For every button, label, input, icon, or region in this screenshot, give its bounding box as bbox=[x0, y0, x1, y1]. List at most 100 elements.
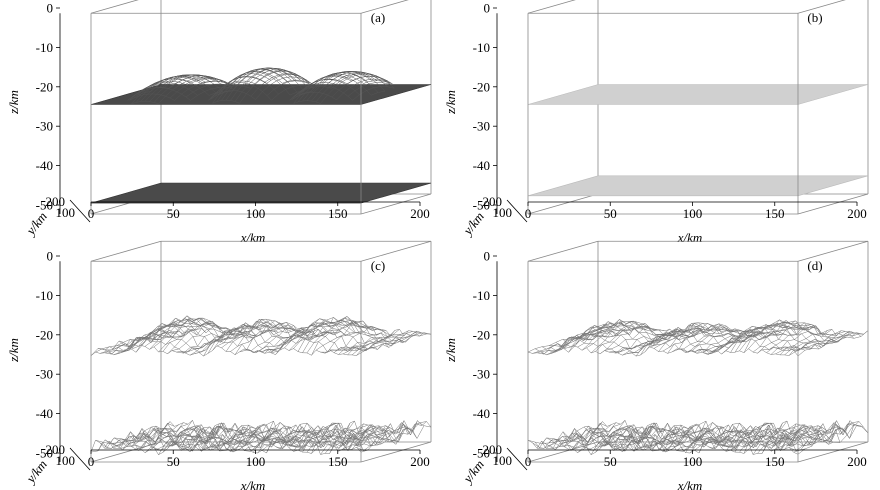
mesh-line bbox=[95, 331, 166, 353]
mesh-line bbox=[541, 424, 612, 446]
bounding-box-line bbox=[360, 240, 432, 262]
y-axis-line bbox=[69, 199, 91, 223]
mesh-line bbox=[113, 422, 184, 449]
x-tick-label: 100 bbox=[683, 454, 703, 469]
mesh-line bbox=[680, 329, 752, 353]
mesh-line bbox=[644, 427, 716, 452]
mesh-line bbox=[149, 317, 220, 350]
mesh-line bbox=[329, 329, 400, 351]
mesh-line bbox=[320, 73, 391, 104]
mesh-line bbox=[216, 68, 288, 102]
z-tick-label: -20 bbox=[36, 79, 53, 94]
z-tick-label: -30 bbox=[36, 367, 53, 382]
mesh-line bbox=[243, 327, 315, 352]
mesh-line bbox=[752, 325, 824, 353]
mesh-line bbox=[108, 330, 180, 352]
mesh-line bbox=[698, 332, 770, 353]
surface-1 bbox=[90, 67, 432, 105]
bounding-box-line bbox=[360, 193, 432, 215]
bounding-box-line bbox=[797, 441, 869, 463]
mesh-line bbox=[129, 80, 186, 101]
mesh-line bbox=[311, 321, 382, 356]
x-tick-label: 50 bbox=[604, 454, 617, 469]
mesh-line bbox=[784, 332, 855, 356]
mesh-line bbox=[176, 427, 247, 449]
mesh-line bbox=[766, 331, 837, 353]
z-tick-label: -30 bbox=[36, 119, 53, 134]
mesh-line bbox=[212, 427, 283, 452]
surface-1 bbox=[90, 315, 432, 357]
mesh-line bbox=[748, 322, 819, 349]
mesh-line bbox=[536, 422, 608, 449]
mesh-line bbox=[757, 427, 828, 454]
mesh-line bbox=[279, 322, 351, 351]
bounding-box-line bbox=[797, 0, 846, 14]
surface-1 bbox=[527, 84, 869, 105]
mesh-line bbox=[626, 330, 698, 354]
z-tick-label: -50 bbox=[36, 446, 53, 461]
mesh-line bbox=[131, 83, 175, 98]
x-tick-label: 150 bbox=[328, 454, 348, 469]
mesh-line bbox=[207, 322, 279, 354]
mesh-line bbox=[351, 423, 423, 450]
mesh-line bbox=[207, 431, 279, 449]
mesh-line bbox=[158, 422, 229, 455]
y-axis-label: y/km bbox=[22, 209, 50, 239]
z-tick-label: -10 bbox=[473, 288, 490, 303]
mesh-line bbox=[144, 315, 216, 347]
x-tick-label: 200 bbox=[847, 454, 867, 469]
mesh-line bbox=[626, 423, 698, 452]
x-tick-label: 50 bbox=[167, 206, 180, 221]
mesh-line bbox=[617, 424, 689, 452]
bounding-box-line bbox=[527, 441, 599, 463]
mesh-line bbox=[631, 329, 702, 353]
mesh-line bbox=[667, 430, 738, 445]
mesh-line bbox=[662, 429, 734, 452]
mesh-line bbox=[536, 332, 608, 355]
mesh-line bbox=[239, 70, 310, 104]
z-tick-label: -50 bbox=[36, 198, 53, 213]
mesh-line bbox=[95, 426, 166, 444]
mesh-line bbox=[581, 423, 653, 451]
mesh-line bbox=[604, 332, 675, 351]
mesh-line bbox=[185, 334, 256, 354]
mesh-line bbox=[189, 330, 261, 356]
z-tick-label: -20 bbox=[36, 327, 53, 342]
mesh-line bbox=[221, 319, 292, 349]
mesh-line bbox=[306, 320, 378, 354]
y-axis-label: y/km bbox=[22, 457, 50, 487]
mesh-line bbox=[356, 421, 427, 451]
mesh-line bbox=[581, 321, 653, 351]
mesh-line bbox=[131, 424, 202, 451]
mesh-line bbox=[297, 316, 369, 352]
mesh-line bbox=[234, 327, 306, 355]
mesh-line bbox=[527, 426, 599, 444]
mesh-line bbox=[185, 83, 229, 98]
mesh-line bbox=[793, 332, 864, 351]
mesh-line bbox=[90, 427, 162, 453]
mesh-line bbox=[284, 317, 355, 348]
mesh-line bbox=[257, 428, 328, 454]
mesh-line bbox=[194, 330, 265, 354]
z-tick-label: -50 bbox=[473, 446, 490, 461]
x-tick-label: 150 bbox=[765, 206, 785, 221]
x-tick-label: 150 bbox=[328, 206, 348, 221]
mesh-line bbox=[153, 75, 225, 103]
surface-plane bbox=[90, 84, 432, 105]
mesh-line bbox=[288, 427, 360, 450]
y-axis-label: y/km bbox=[459, 457, 487, 487]
mesh-line bbox=[136, 91, 152, 96]
mesh-line bbox=[230, 429, 301, 452]
mesh-line bbox=[622, 331, 693, 356]
x-axis-label: x/km bbox=[677, 230, 703, 245]
mesh-line bbox=[685, 426, 756, 453]
mesh-line bbox=[779, 330, 851, 356]
panel-label: (d) bbox=[807, 258, 822, 273]
mesh-line bbox=[135, 426, 207, 449]
mesh-line bbox=[667, 329, 738, 354]
surface-plane bbox=[527, 84, 869, 105]
mesh-line bbox=[217, 90, 233, 96]
z-tick-label: 0 bbox=[47, 249, 54, 264]
mesh-line bbox=[703, 422, 774, 447]
mesh-line bbox=[721, 427, 792, 450]
